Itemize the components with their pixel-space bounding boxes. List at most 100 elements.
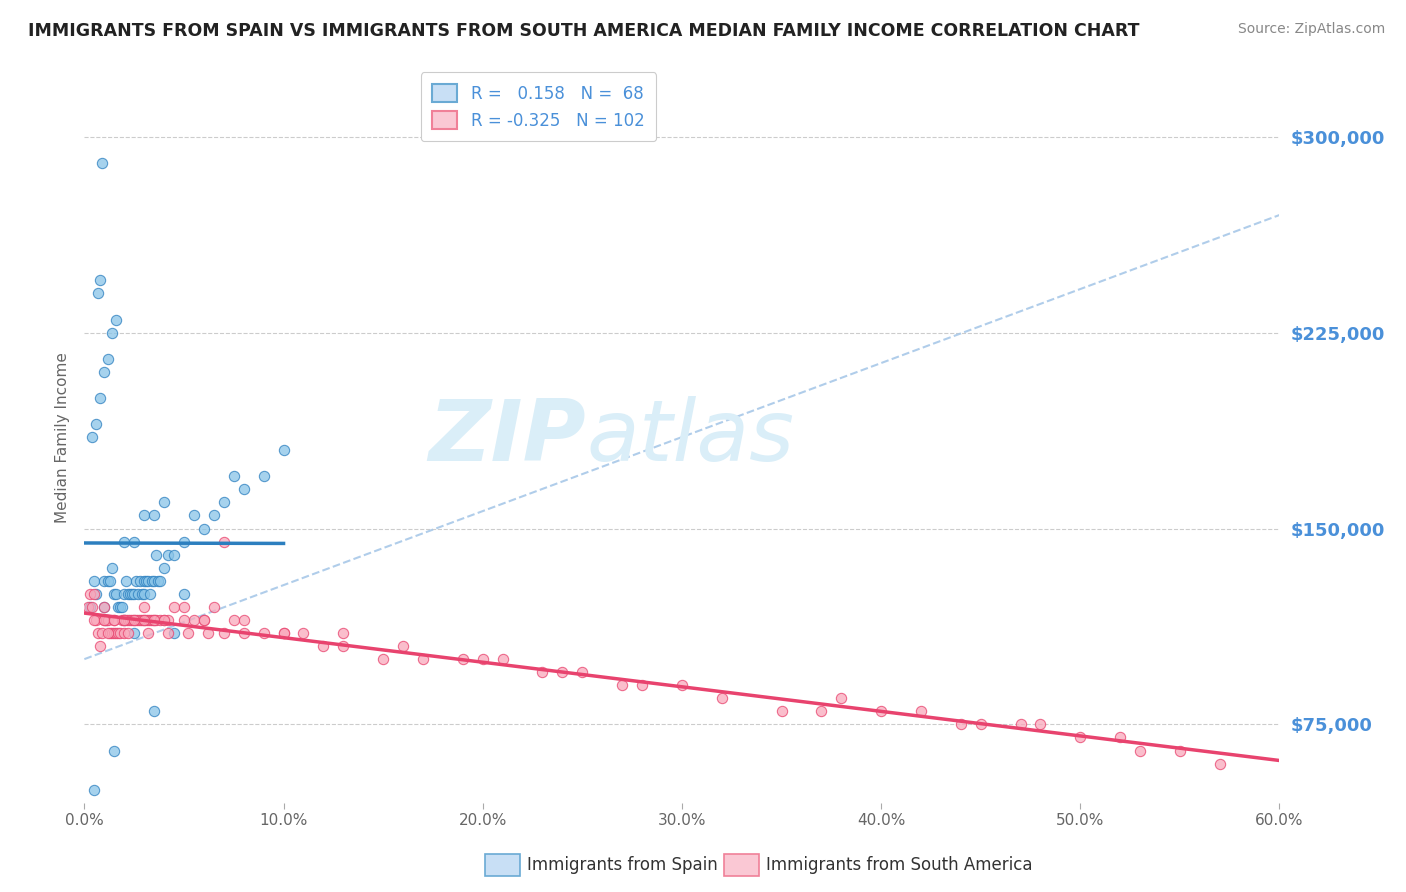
- Point: [273, 443, 295, 458]
- Point: [107, 626, 129, 640]
- Point: [157, 548, 180, 562]
- Point: [143, 508, 166, 523]
- Point: [1069, 731, 1091, 745]
- Point: [1129, 743, 1152, 757]
- Point: [83, 574, 105, 588]
- Point: [173, 613, 195, 627]
- Point: [810, 705, 832, 719]
- Point: [117, 613, 139, 627]
- Point: [232, 626, 254, 640]
- Point: [82, 430, 104, 444]
- Point: [132, 508, 156, 523]
- Point: [89, 639, 111, 653]
- Point: [111, 613, 134, 627]
- Point: [122, 626, 145, 640]
- Point: [112, 534, 135, 549]
- Point: [412, 652, 434, 666]
- Point: [103, 626, 125, 640]
- Point: [120, 613, 142, 627]
- Point: [98, 626, 121, 640]
- Point: [1029, 717, 1052, 731]
- Point: [101, 326, 124, 340]
- Point: [212, 534, 235, 549]
- Point: [153, 613, 176, 627]
- Point: [232, 613, 254, 627]
- Point: [710, 691, 733, 706]
- Point: [232, 483, 254, 497]
- Point: [132, 599, 156, 614]
- Point: [97, 626, 120, 640]
- Point: [153, 613, 176, 627]
- Y-axis label: Median Family Income: Median Family Income: [55, 351, 70, 523]
- Text: Immigrants from Spain: Immigrants from Spain: [527, 856, 718, 874]
- Point: [332, 639, 354, 653]
- Text: Immigrants from South America: Immigrants from South America: [766, 856, 1033, 874]
- Point: [110, 626, 132, 640]
- Point: [1109, 731, 1132, 745]
- Point: [132, 613, 156, 627]
- Point: [79, 587, 101, 601]
- Point: [149, 574, 172, 588]
- Point: [173, 599, 195, 614]
- Point: [135, 613, 157, 627]
- Text: IMMIGRANTS FROM SPAIN VS IMMIGRANTS FROM SOUTH AMERICA MEDIAN FAMILY INCOME CORR: IMMIGRANTS FROM SPAIN VS IMMIGRANTS FROM…: [28, 22, 1140, 40]
- Point: [86, 417, 108, 431]
- Point: [91, 626, 114, 640]
- Point: [105, 587, 128, 601]
- Point: [101, 560, 124, 574]
- Point: [117, 587, 139, 601]
- Point: [96, 613, 118, 627]
- Point: [143, 613, 166, 627]
- Point: [197, 626, 219, 640]
- Point: [105, 312, 128, 326]
- Point: [86, 613, 108, 627]
- Point: [145, 613, 167, 627]
- Point: [770, 705, 793, 719]
- Point: [212, 626, 235, 640]
- Point: [132, 574, 156, 588]
- Point: [163, 626, 186, 640]
- Point: [127, 613, 149, 627]
- Point: [222, 613, 245, 627]
- Text: ZIP: ZIP: [429, 395, 586, 479]
- Point: [107, 599, 129, 614]
- Point: [121, 613, 143, 627]
- Point: [79, 599, 101, 614]
- Point: [98, 574, 121, 588]
- Point: [122, 587, 145, 601]
- Point: [173, 534, 195, 549]
- Point: [193, 521, 215, 535]
- Point: [253, 469, 276, 483]
- Point: [202, 508, 225, 523]
- Point: [1209, 756, 1232, 771]
- Point: [89, 391, 111, 405]
- Point: [332, 626, 354, 640]
- Point: [87, 286, 110, 301]
- Point: [312, 639, 335, 653]
- Point: [110, 599, 132, 614]
- Point: [93, 599, 115, 614]
- Point: [671, 678, 693, 692]
- Point: [143, 705, 166, 719]
- Point: [97, 613, 120, 627]
- Point: [91, 155, 114, 169]
- Point: [129, 574, 152, 588]
- Point: [139, 613, 162, 627]
- Point: [131, 587, 153, 601]
- Point: [146, 574, 169, 588]
- Point: [97, 351, 120, 366]
- Point: [870, 705, 893, 719]
- Point: [112, 613, 135, 627]
- Point: [122, 613, 145, 627]
- Point: [112, 626, 135, 640]
- Text: atlas: atlas: [586, 395, 794, 479]
- Text: Source: ZipAtlas.com: Source: ZipAtlas.com: [1237, 22, 1385, 37]
- Point: [103, 613, 125, 627]
- Point: [949, 717, 972, 731]
- Point: [112, 613, 135, 627]
- Point: [153, 495, 176, 509]
- Point: [96, 613, 118, 627]
- Point: [492, 652, 515, 666]
- Point: [136, 626, 159, 640]
- Point: [531, 665, 554, 680]
